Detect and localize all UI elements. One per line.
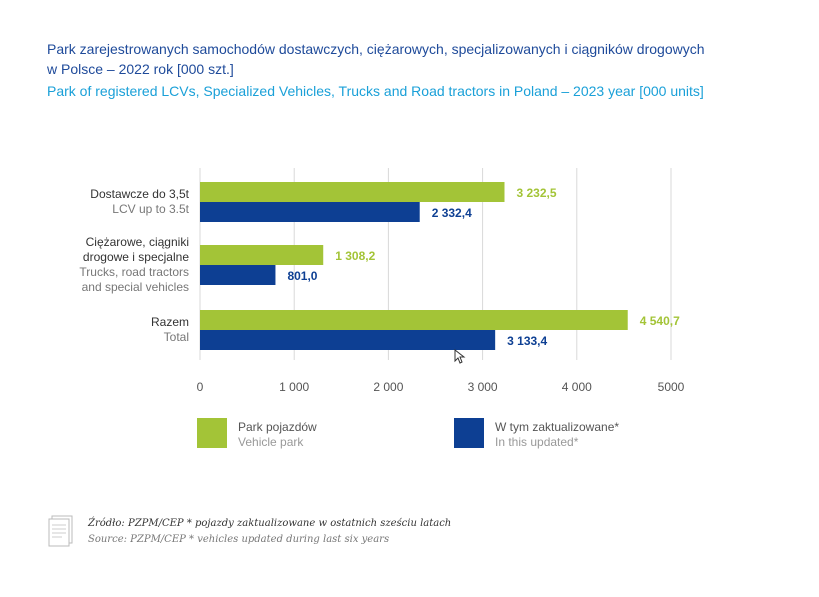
chart-title-polish: Park zarejestrowanych samochodów dostawc… — [47, 39, 747, 79]
x-tick-label: 3 000 — [468, 380, 498, 394]
chart-title-english: Park of registered LCVs, Specialized Veh… — [47, 83, 704, 99]
x-tick-label: 4 000 — [562, 380, 592, 394]
bar-vehicle-park — [200, 310, 628, 330]
data-label: 3 232,5 — [517, 186, 557, 200]
data-label: 2 332,4 — [432, 206, 472, 220]
mouse-pointer-icon — [454, 349, 466, 364]
category-label: and special vehicles — [82, 280, 189, 294]
chart-title-polish-line1: Park zarejestrowanych samochodów dostawc… — [47, 41, 705, 57]
category-label: Total — [164, 330, 189, 344]
category-label: LCV up to 3.5t — [112, 202, 189, 216]
data-label: 1 308,2 — [335, 249, 375, 263]
x-tick-label: 1 000 — [279, 380, 309, 394]
source-text-polish: Źródło: PZPM/CEP * pojazdy zaktualizowan… — [88, 518, 452, 529]
data-label: 801,0 — [287, 269, 317, 283]
document-icon — [48, 515, 73, 547]
bar-updated — [200, 330, 496, 350]
chart-title-polish-line2: w Polsce – 2022 rok [000 szt.] — [47, 61, 234, 77]
legend-label-english: In this updated* — [495, 435, 579, 449]
category-label: Razem — [151, 315, 189, 329]
x-tick-label: 0 — [197, 380, 204, 394]
legend-swatch-updated — [454, 418, 484, 448]
category-label: Dostawcze do 3,5t — [90, 187, 189, 201]
bar-vehicle-park — [200, 245, 324, 265]
category-label: drogowe i specjalne — [83, 250, 189, 264]
legend-swatch-vehicle-park — [197, 418, 227, 448]
x-tick-label: 5000 — [658, 380, 685, 394]
bar-updated — [200, 202, 420, 222]
bar-vehicle-park — [200, 182, 505, 202]
data-label: 4 540,7 — [640, 314, 680, 328]
data-label: 3 133,4 — [507, 334, 547, 348]
category-label: Ciężarowe, ciągniki — [86, 235, 189, 249]
legend-label-english: Vehicle park — [238, 435, 304, 449]
source-text-english: Source: PZPM/CEP * vehicles updated duri… — [88, 534, 390, 545]
legend-label-polish: W tym zaktualizowane* — [495, 420, 620, 434]
x-tick-label: 2 000 — [373, 380, 403, 394]
legend-label-polish: Park pojazdów — [238, 420, 317, 434]
category-label: Trucks, road tractors — [79, 265, 189, 279]
bar-updated — [200, 265, 276, 285]
